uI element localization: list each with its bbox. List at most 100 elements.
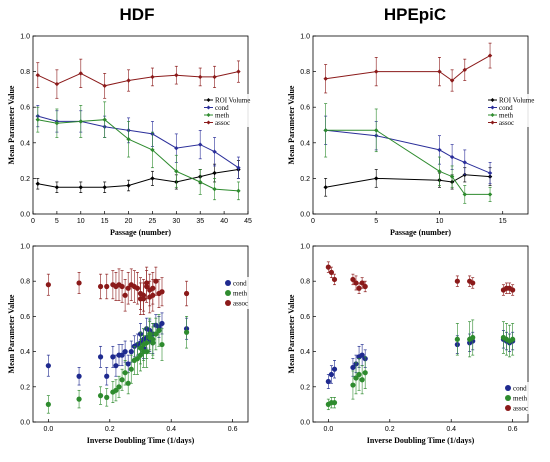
data-point (113, 387, 119, 393)
data-point (323, 128, 328, 133)
x-tick-label: 30 (172, 218, 180, 225)
data-point (183, 290, 190, 297)
plot-frame (312, 245, 529, 423)
data-point (359, 377, 365, 383)
data-point (104, 373, 110, 379)
data-point (159, 341, 165, 348)
x-tick-label: 35 (196, 218, 204, 225)
legend-marker (225, 290, 231, 296)
data-point (140, 296, 147, 302)
data-point (174, 169, 179, 174)
data-point (125, 285, 131, 291)
legend-marker (206, 113, 211, 117)
x-tick-label: 45 (244, 218, 252, 225)
panel-title-hdf: HDF (120, 5, 155, 24)
data-point (356, 371, 362, 378)
data-point (510, 287, 516, 293)
x-axis-label: Inverse Doubling Time (1/days) (87, 436, 195, 445)
data-point (35, 72, 40, 78)
data-point (198, 142, 203, 147)
data-point (45, 401, 51, 407)
series-assoc (325, 261, 516, 296)
data-point (487, 53, 493, 58)
series-assoc (35, 58, 241, 99)
legend-label: cond (499, 104, 513, 112)
data-point (198, 179, 203, 185)
legend-label: cond (233, 280, 247, 288)
data-point (462, 67, 467, 73)
data-point (331, 366, 338, 372)
y-tick-label: 0.0 (300, 420, 310, 427)
data-point (174, 72, 179, 78)
y-tick-label: 0.4 (300, 349, 310, 356)
data-point (102, 117, 107, 122)
data-point (102, 83, 107, 89)
data-point (97, 393, 104, 399)
data-point (325, 378, 331, 385)
y-tick-label: 0.2 (20, 384, 30, 391)
data-point (122, 370, 128, 376)
data-point (153, 331, 159, 337)
data-point (510, 336, 516, 342)
series-roi-volume (323, 167, 493, 197)
x-tick-label: 0.6 (228, 426, 238, 433)
legend-marker (206, 120, 211, 125)
legend-label: ROI Volume (215, 96, 250, 104)
data-point (119, 283, 125, 290)
series-cond (35, 105, 241, 179)
legend-marker (505, 395, 511, 401)
legend-marker (206, 105, 211, 110)
legend-label: cond (215, 104, 229, 112)
legend-label: ROI Volume (499, 96, 534, 104)
legend: cond meth assoc (223, 277, 251, 309)
data-point (97, 354, 104, 360)
y-tick-label: 0.0 (20, 420, 30, 427)
data-point (212, 170, 217, 176)
data-point (122, 292, 128, 298)
data-point (110, 354, 116, 360)
panel-title-hpepic: HPEpiC (384, 5, 446, 24)
legend-label: cond (513, 385, 527, 393)
x-tick-label: 15 (101, 218, 109, 225)
data-point (128, 349, 134, 355)
data-point (144, 280, 150, 286)
x-axis-label: Inverse Doubling Time (1/days) (367, 436, 475, 445)
data-point (54, 81, 60, 87)
legend-label: assoc (513, 405, 528, 413)
data-point (487, 192, 493, 197)
data-point (150, 285, 156, 291)
y-tick-label: 1.0 (20, 34, 30, 41)
data-point (125, 361, 131, 367)
series-line (325, 129, 491, 174)
data-point (76, 280, 82, 286)
data-point (449, 154, 455, 160)
data-point (159, 289, 165, 295)
series-meth (325, 319, 516, 411)
data-point (328, 269, 335, 275)
data-point (350, 276, 356, 283)
y-tick-label: 0.0 (300, 212, 310, 219)
data-point (212, 149, 217, 154)
y-tick-label: 0.8 (20, 279, 30, 286)
y-tick-label: 1.0 (300, 244, 310, 251)
series-line (325, 55, 491, 82)
data-point (78, 71, 83, 76)
x-tick-label: 0.0 (43, 426, 53, 433)
chart-bottom-left: 0.0 0.2 0.4 0.6 0.8 1.0 0.0 0.2 0.4 0.6 Inverse Do… (7, 244, 251, 445)
data-point (104, 394, 110, 400)
data-point (35, 181, 40, 186)
series-line (325, 129, 491, 195)
legend-label: assoc (499, 119, 514, 127)
data-point (437, 147, 442, 153)
data-point (104, 283, 110, 290)
legend-marker (490, 98, 495, 102)
data-point (462, 192, 467, 197)
data-point (128, 366, 134, 372)
x-tick-label: 15 (499, 218, 507, 225)
y-tick-label: 1.0 (300, 34, 310, 41)
data-point (150, 176, 155, 181)
plot-frame (32, 245, 249, 423)
y-tick-label: 0.4 (20, 140, 30, 147)
